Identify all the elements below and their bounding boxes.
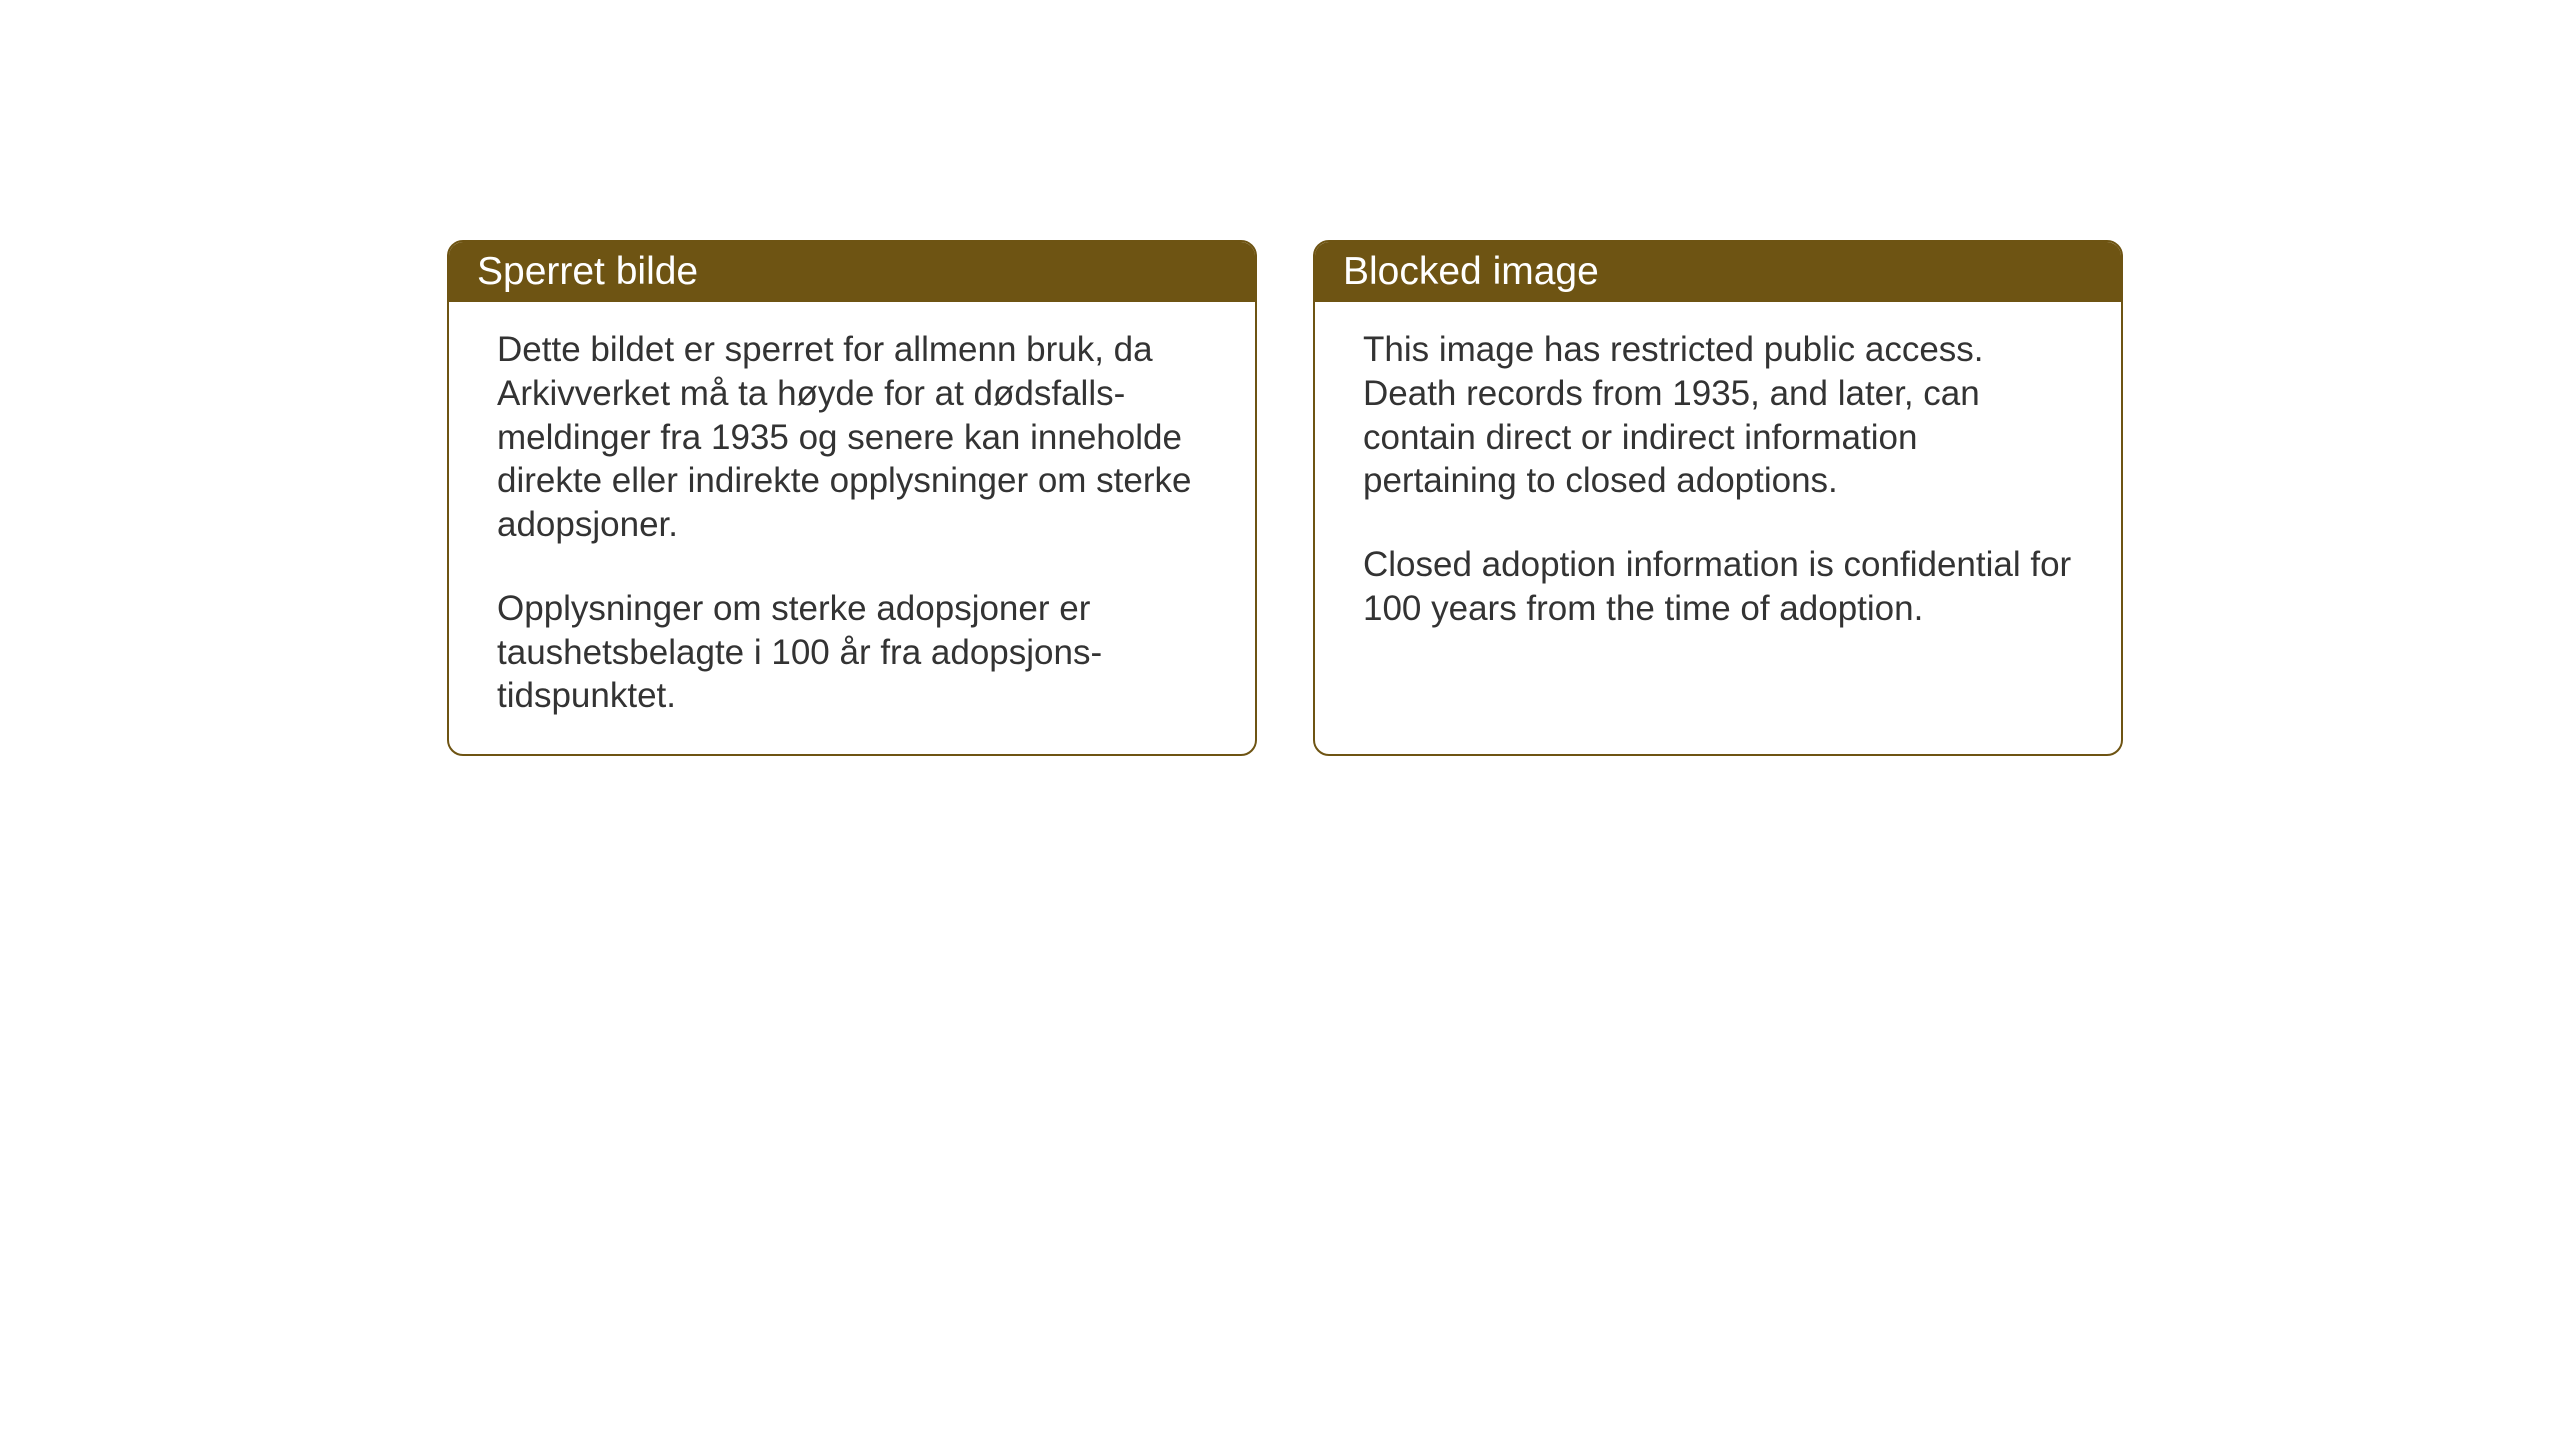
card-title-norwegian: Sperret bilde [477,250,698,293]
card-body-norwegian: Dette bildet er sperret for allmenn bruk… [449,302,1255,754]
card-paragraph-1-english: This image has restricted public access.… [1363,328,2073,503]
card-header-norwegian: Sperret bilde [449,242,1255,302]
card-paragraph-1-norwegian: Dette bildet er sperret for allmenn bruk… [497,328,1207,547]
notice-container: Sperret bilde Dette bildet er sperret fo… [447,240,2123,756]
card-title-english: Blocked image [1343,250,1599,293]
notice-card-english: Blocked image This image has restricted … [1313,240,2123,756]
card-body-english: This image has restricted public access.… [1315,302,2121,667]
card-paragraph-2-norwegian: Opplysninger om sterke adopsjoner er tau… [497,587,1207,718]
card-header-english: Blocked image [1315,242,2121,302]
notice-card-norwegian: Sperret bilde Dette bildet er sperret fo… [447,240,1257,756]
card-paragraph-2-english: Closed adoption information is confident… [1363,543,2073,631]
